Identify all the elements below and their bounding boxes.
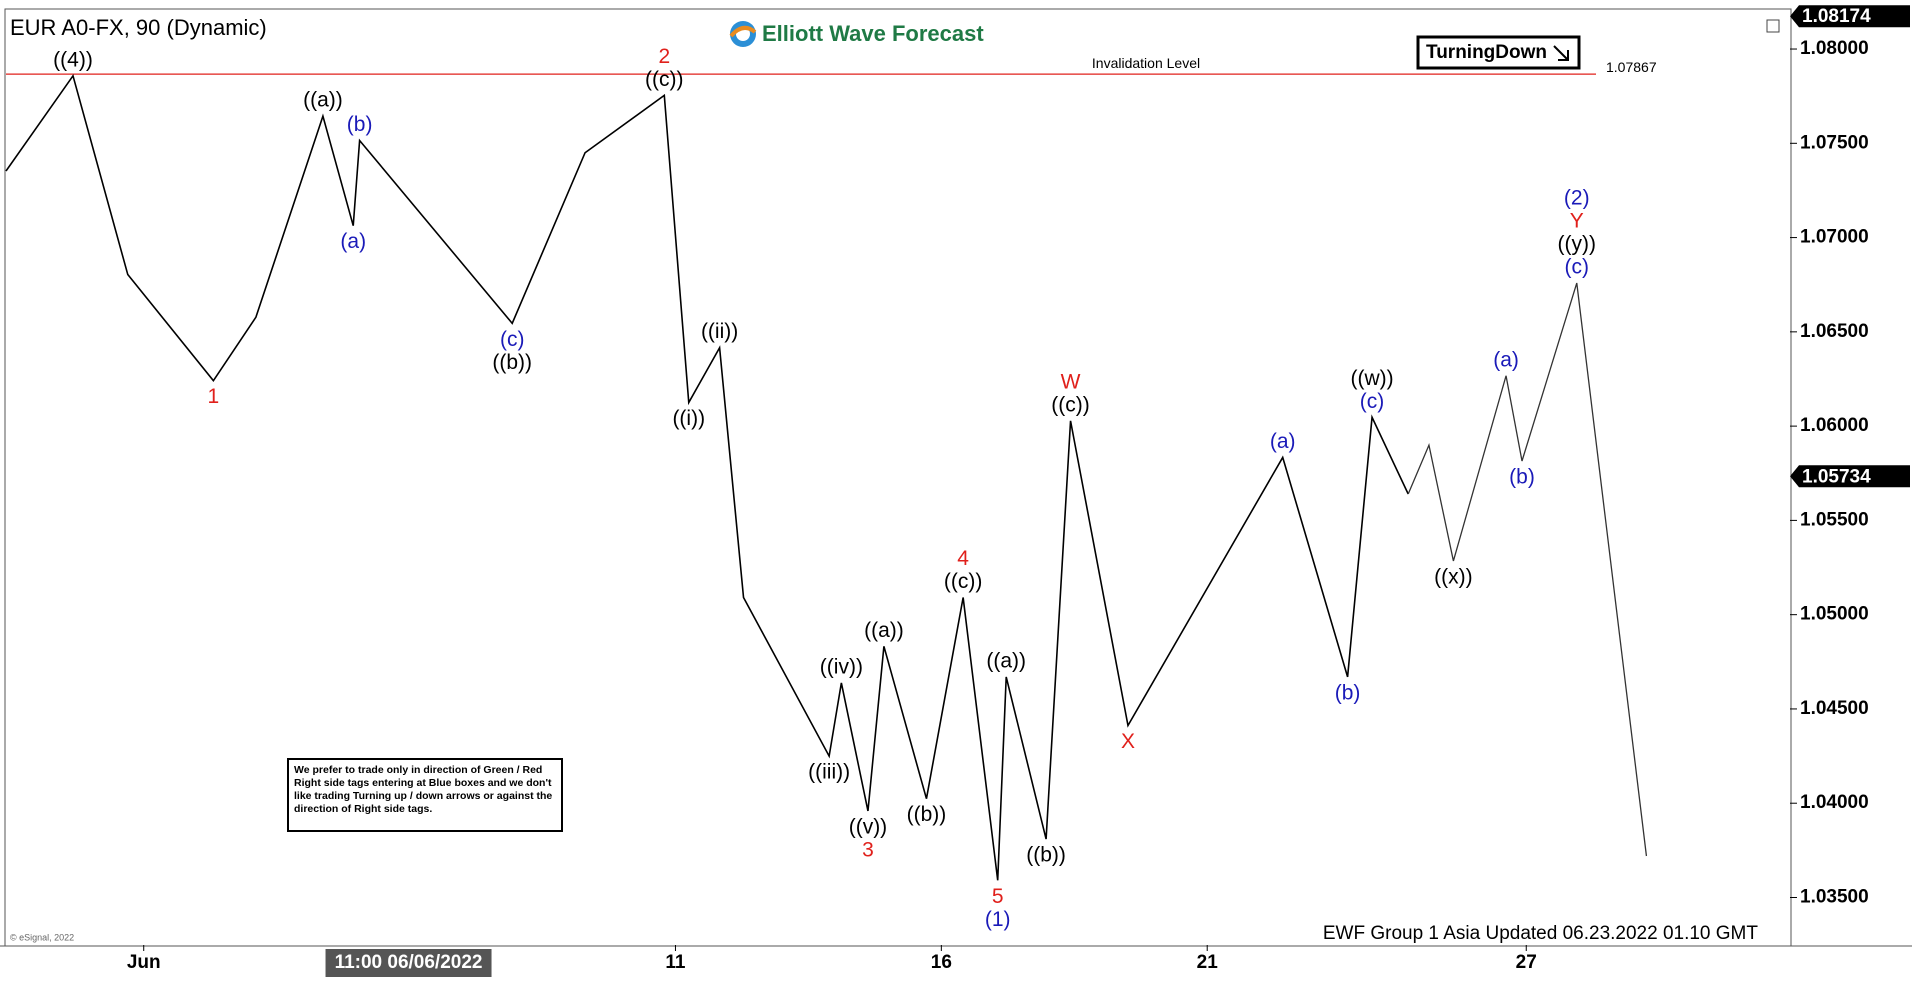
wave-label: W bbox=[1061, 370, 1081, 393]
x-tick-label: Jun bbox=[127, 952, 161, 973]
last-price-tag: 1.05734 bbox=[1802, 466, 1871, 487]
footer: EWF Group 1 Asia Updated 06.23.2022 01.1… bbox=[1323, 923, 1759, 944]
wave-label: 5 bbox=[992, 885, 1004, 908]
invalidation-value: 1.07867 bbox=[1606, 59, 1657, 75]
wave-label: (1) bbox=[985, 908, 1011, 931]
cursor-box bbox=[325, 949, 492, 977]
price-line bbox=[1407, 282, 1648, 857]
y-tick-label: 1.05500 bbox=[1800, 509, 1869, 530]
y-tick-label: 1.06000 bbox=[1800, 415, 1869, 436]
last-price-tag-box bbox=[1790, 465, 1910, 488]
logo-text: Elliott Wave Forecast bbox=[762, 21, 984, 46]
wave-label: (b) bbox=[1509, 466, 1535, 489]
y-tick-label: 1.07000 bbox=[1800, 227, 1869, 248]
wave-label: ((4)) bbox=[53, 48, 93, 71]
wave-label: ((c)) bbox=[645, 68, 683, 91]
y-tick-label: 1.04000 bbox=[1800, 792, 1869, 813]
wave-label: ((c)) bbox=[1051, 393, 1089, 416]
wave-label: X bbox=[1121, 730, 1135, 753]
wave-label: 3 bbox=[862, 838, 874, 861]
tag-box: TurningDown bbox=[1416, 35, 1581, 70]
wave-label: (2) bbox=[1564, 187, 1590, 210]
wave-label: (a) bbox=[1270, 430, 1296, 453]
wave-label: ((ii)) bbox=[701, 320, 738, 343]
y-tick-label: 1.04500 bbox=[1800, 698, 1869, 719]
wave-label: ((b)) bbox=[492, 351, 532, 374]
wave-label: ((w)) bbox=[1350, 367, 1393, 390]
x-tick-label: 11 bbox=[665, 952, 686, 973]
wave-label: (c) bbox=[500, 328, 525, 351]
wave-label: (c) bbox=[1565, 256, 1590, 279]
wave-label: ((a)) bbox=[986, 649, 1026, 672]
y-tick-label: 1.08000 bbox=[1800, 38, 1869, 59]
wave-label: 1 bbox=[208, 385, 220, 408]
wave-label: 2 bbox=[658, 45, 670, 68]
note: We prefer to trade only in direction of … bbox=[287, 758, 563, 832]
price-line bbox=[5, 73, 1409, 881]
wave-label: (b) bbox=[1335, 681, 1361, 704]
wave-label: (a) bbox=[340, 230, 366, 253]
window-icon bbox=[1766, 19, 1780, 33]
tag-frame bbox=[1416, 35, 1581, 70]
wave-label: ((y)) bbox=[1558, 233, 1596, 256]
wave-label: Y bbox=[1570, 210, 1584, 233]
wave-label: (c) bbox=[1360, 390, 1385, 413]
wave-label: ((x)) bbox=[1434, 565, 1472, 588]
logo-icon bbox=[729, 25, 757, 38]
tag-arrow bbox=[1553, 45, 1569, 61]
cursor-label: 11:00 06/06/2022 bbox=[335, 952, 483, 973]
copyright: © eSignal, 2022 bbox=[10, 932, 74, 942]
high-price-tag: 1.08174 bbox=[1802, 6, 1871, 27]
wave-label: ((a)) bbox=[864, 619, 904, 642]
invalidation-label: Invalidation Level bbox=[1092, 55, 1200, 71]
x-tick-label: 21 bbox=[1197, 952, 1219, 973]
y-tick-label: 1.06500 bbox=[1800, 321, 1869, 342]
wave-label: ((v)) bbox=[849, 815, 887, 838]
chart-title: EUR A0-FX, 90 (Dynamic) bbox=[10, 15, 267, 40]
y-tick-label: 1.07500 bbox=[1800, 132, 1869, 153]
wave-label: ((iii)) bbox=[808, 761, 850, 784]
y-tick-label: 1.03500 bbox=[1800, 887, 1869, 908]
y-tick-label: 1.05000 bbox=[1800, 604, 1869, 625]
wave-label: ((i)) bbox=[672, 407, 705, 430]
logo: Elliott Wave Forecast bbox=[729, 21, 984, 47]
wave-label: 4 bbox=[957, 547, 969, 570]
wave-label: (a) bbox=[1493, 348, 1519, 371]
tag-text: TurningDown bbox=[1426, 42, 1547, 63]
wave-label: (b) bbox=[347, 113, 373, 136]
wave-label: ((c)) bbox=[944, 570, 982, 593]
high-price-tag-box bbox=[1790, 5, 1910, 28]
wave-label: ((iv)) bbox=[820, 655, 863, 678]
wave-label: ((a)) bbox=[303, 89, 343, 112]
x-tick-label: 27 bbox=[1516, 952, 1537, 973]
wave-label: ((b)) bbox=[907, 803, 947, 826]
x-tick-label: 16 bbox=[931, 952, 952, 973]
wave-label: ((b)) bbox=[1026, 844, 1066, 867]
